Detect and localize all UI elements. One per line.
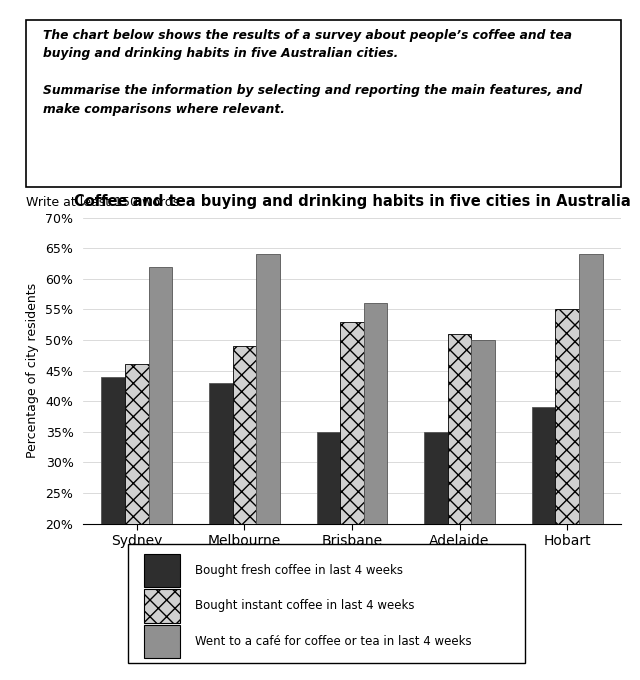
Bar [256,254,280,646]
Bar [364,303,387,646]
Bar [209,383,233,646]
Text: Went to a café for coffee or tea in last 4 weeks: Went to a café for coffee or tea in last… [195,635,472,648]
Bar [102,377,125,646]
Bar [532,407,556,646]
Bar [579,254,602,646]
Bar [340,322,364,646]
Bar [471,340,495,646]
FancyBboxPatch shape [144,625,180,658]
Bar [233,346,256,646]
Bar [125,364,148,646]
Bar [556,309,579,646]
FancyBboxPatch shape [144,554,180,587]
Bar [448,334,471,646]
Title: Coffee and tea buying and drinking habits in five cities in Australia: Coffee and tea buying and drinking habit… [74,194,630,209]
Bar [317,432,340,646]
FancyBboxPatch shape [128,544,525,663]
Text: Bought fresh coffee in last 4 weeks: Bought fresh coffee in last 4 weeks [195,564,403,577]
Y-axis label: Percentage of city residents: Percentage of city residents [26,283,38,458]
Text: The chart below shows the results of a survey about people’s coffee and tea
buyi: The chart below shows the results of a s… [44,29,582,116]
Bar [424,432,448,646]
FancyBboxPatch shape [144,589,180,623]
FancyBboxPatch shape [26,20,621,187]
Bar [148,267,172,646]
Text: Bought instant coffee in last 4 weeks: Bought instant coffee in last 4 weeks [195,599,415,613]
Text: Write at least 150 words.: Write at least 150 words. [26,196,183,209]
